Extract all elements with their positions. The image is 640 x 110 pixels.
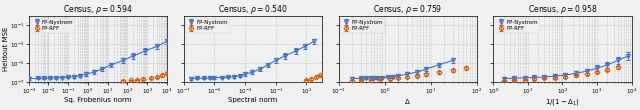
Legend: FP-Nystrom, FP-RFF: FP-Nystrom, FP-RFF [31,19,75,33]
Title: Census, $\rho = 0.540$: Census, $\rho = 0.540$ [218,3,288,16]
Title: Census, $\rho = 0.594$: Census, $\rho = 0.594$ [63,3,132,16]
X-axis label: Sq. Frobenius norm: Sq. Frobenius norm [64,97,132,103]
Title: Census, $\rho = 0.759$: Census, $\rho = 0.759$ [373,3,442,16]
Y-axis label: Heldout MSE: Heldout MSE [3,27,9,71]
X-axis label: Spectral norm: Spectral norm [228,97,277,103]
X-axis label: $\Delta$: $\Delta$ [404,97,411,106]
X-axis label: $1/(1-\Delta_1)$: $1/(1-\Delta_1)$ [545,97,580,107]
Legend: FP-Nystrom, FP-RFF: FP-Nystrom, FP-RFF [341,19,385,33]
Legend: FP-Nystrom, FP-RFF: FP-Nystrom, FP-RFF [186,19,230,33]
Legend: FP-Nystrom, FP-RFF: FP-Nystrom, FP-RFF [496,19,540,33]
Title: Census, $\rho = 0.958$: Census, $\rho = 0.958$ [527,3,597,16]
